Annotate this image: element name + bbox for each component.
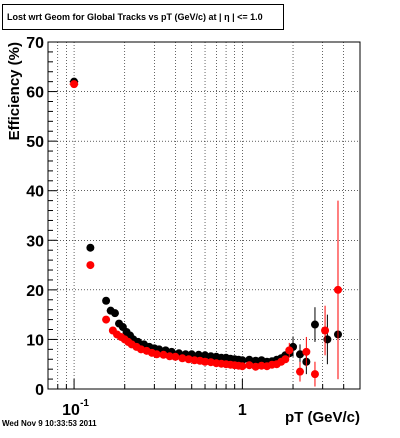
data-point-red [321, 326, 330, 335]
data-point-red [70, 80, 79, 89]
y-tick-label: 20 [26, 283, 44, 300]
data-point-red [302, 347, 311, 356]
data-point-red [285, 346, 294, 355]
data-point-red [238, 362, 247, 371]
data-point-black [86, 243, 95, 252]
data-point-black [310, 320, 319, 329]
data-point-black [251, 356, 260, 365]
chart-title-box: Lost wrt Geom for Global Tracks vs pT (G… [2, 4, 284, 30]
data-point-red [310, 370, 319, 379]
data-point-black [295, 350, 304, 359]
data-point-red [102, 315, 111, 324]
data-point-black [110, 309, 119, 318]
data-point-red [171, 352, 180, 361]
x-tick-label: 10 [62, 402, 80, 419]
timestamp-footer: Wed Nov 9 10:33:53 2011 [2, 419, 97, 428]
x-axis-label: pT (GeV/c) [285, 409, 360, 426]
data-point-red [295, 367, 304, 376]
data-point-red [178, 354, 187, 363]
data-point-red [152, 350, 161, 359]
data-point-red [245, 361, 254, 370]
y-tick-label: 60 [26, 85, 44, 102]
y-tick-label: 30 [26, 233, 44, 250]
y-tick-label: 0 [35, 382, 44, 399]
data-point-red [333, 285, 342, 294]
data-point-red [86, 261, 95, 270]
data-point-black [194, 350, 203, 359]
chart-title: Lost wrt Geom for Global Tracks vs pT (G… [7, 12, 263, 22]
y-tick-label: 50 [26, 134, 44, 151]
data-point-red [201, 357, 210, 366]
plot-frame [47, 41, 361, 390]
y-tick-label: 40 [26, 184, 44, 201]
x-tick-label: 1 [238, 402, 247, 419]
data-point-red [281, 355, 290, 364]
y-tick-label: 10 [26, 332, 44, 349]
data-point-red [159, 350, 168, 359]
data-point-black [102, 296, 111, 305]
y-axis-label: Efficiency (%) [6, 42, 23, 140]
x-tick-label-exponent: -1 [80, 398, 89, 409]
y-tick-label: 70 [26, 35, 44, 52]
